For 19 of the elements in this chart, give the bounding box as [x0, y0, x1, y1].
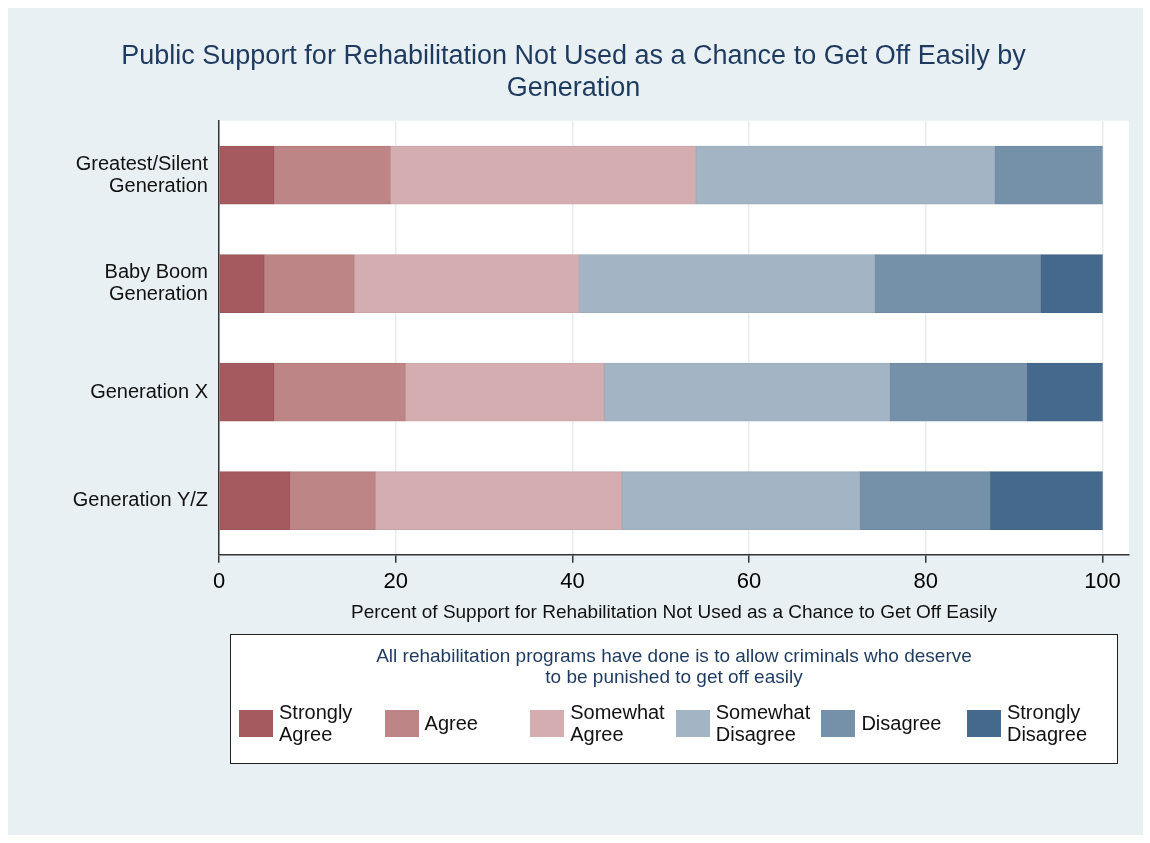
y-tick-label: Baby Boom Generation — [104, 260, 208, 305]
x-tick-label: 100 — [1084, 568, 1121, 594]
legend-label: Agree — [424, 712, 479, 734]
x-tick-label: 40 — [560, 568, 585, 594]
x-tick-label: 80 — [913, 568, 939, 594]
legend-label: Strongly Disagree — [1006, 701, 1088, 745]
legend-label: Somewhat Disagree — [715, 701, 812, 745]
x-tick-label: 20 — [383, 568, 408, 594]
legend-label: Disagree — [861, 712, 943, 734]
y-tick-label: Generation Y/Z — [72, 488, 208, 511]
legend-label: Somewhat Agree — [570, 701, 666, 745]
x-tick-label: 0 — [212, 568, 226, 594]
y-tick-label: Generation X — [90, 379, 208, 402]
legend-label: Strongly Agree — [279, 701, 354, 745]
y-tick-label: Greatest/Silent Generation — [75, 151, 209, 196]
chart-title: Public Support for Rehabilitation Not Used as a Chance to Get Off Easily by Generation — [121, 39, 1027, 103]
x-tick-label: 60 — [736, 568, 762, 594]
x-axis-title: Percent of Support for Rehabilitation Not Used as a Chance to Get Off Easily — [351, 600, 998, 622]
legend-title: All rehabilitation programs have done is to allow criminals who deserve to be punished to get off easily — [375, 645, 973, 687]
